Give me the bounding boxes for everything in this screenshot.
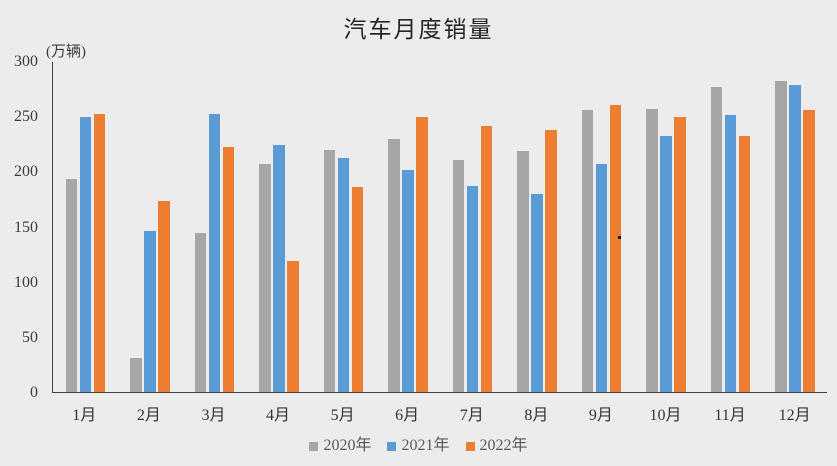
legend-item-2022年: 2022年 (465, 437, 528, 454)
bar-2020年-8月 (517, 151, 529, 392)
bar-group-8月 (505, 62, 570, 392)
y-tick-label-300: 300 (14, 53, 38, 70)
bar-2020年-7月 (452, 159, 464, 392)
bar-2021年-12月 (789, 85, 801, 392)
legend-item-2021年: 2021年 (387, 437, 450, 454)
bar-2021年-10月 (660, 135, 672, 392)
bar-group-9月 (569, 62, 634, 392)
x-tick-label-4月: 4月 (266, 407, 291, 424)
y-axis-unit-label: (万辆) (46, 44, 86, 60)
bar-group-5月 (311, 62, 376, 392)
bar-2022年-9月 (609, 104, 621, 392)
x-tick-label-5月: 5月 (330, 407, 355, 424)
bar-2021年-8月 (531, 194, 543, 392)
bar-2021年-5月 (337, 157, 349, 392)
x-tick-label-11月: 11月 (714, 407, 746, 424)
bar-2022年-7月 (480, 125, 492, 392)
bar-2021年-4月 (273, 144, 285, 392)
plot-area (52, 62, 827, 393)
bar-group-4月 (247, 62, 312, 392)
bar-2022年-11月 (738, 135, 750, 392)
bar-group-12月 (763, 62, 828, 392)
x-axis-tick-labels: 1月 2月 3月 4月 5月 6月 7月 8月 9月 10月 11月 12月 (52, 401, 827, 425)
y-axis-tick-labels: 0 50 100 150 200 250 300 (0, 54, 44, 401)
bar-2020年-1月 (65, 178, 77, 392)
bar-2020年-6月 (388, 139, 400, 392)
bar-group-11月 (698, 62, 763, 392)
bar-2022年-6月 (416, 117, 428, 392)
bar-2020年-9月 (581, 110, 593, 392)
bar-2022年-3月 (222, 146, 234, 392)
x-tick-label-2月: 2月 (136, 407, 161, 424)
bar-2020年-3月 (194, 232, 206, 392)
chart-title: 汽车月度销量 (343, 17, 494, 42)
legend-label-2021年: 2021年 (401, 437, 450, 454)
cursor-artifact-dot (618, 236, 621, 239)
y-tick-label-100: 100 (14, 273, 38, 291)
bar-group-1月 (53, 62, 118, 392)
bar-2021年-3月 (208, 113, 220, 392)
bar-2022年-12月 (803, 110, 815, 392)
bar-2022年-1月 (93, 113, 105, 392)
x-tick-label-9月: 9月 (588, 407, 613, 424)
bar-2020年-5月 (323, 150, 335, 392)
bar-2022年-2月 (158, 200, 170, 392)
x-tick-label-6月: 6月 (395, 407, 420, 424)
bar-2022年-8月 (545, 130, 557, 392)
x-tick-label-12月: 12月 (778, 407, 811, 424)
legend-swatch-2020年 (309, 441, 319, 451)
y-tick-label-200: 200 (14, 163, 38, 181)
bar-group-7月 (440, 62, 505, 392)
bar-2021年-2月 (144, 231, 156, 392)
y-tick-label-0: 0 (30, 384, 38, 401)
bar-2021年-1月 (79, 117, 91, 392)
bar-group-6月 (376, 62, 441, 392)
x-tick-label-8月: 8月 (524, 407, 549, 424)
legend-label-2020年: 2020年 (323, 437, 372, 454)
bar-group-10月 (634, 62, 699, 392)
bar-2021年-9月 (595, 164, 607, 392)
bar-2022年-5月 (351, 187, 363, 392)
bar-2021年-6月 (402, 169, 414, 392)
y-tick-label-150: 150 (14, 218, 38, 236)
x-tick-label-3月: 3月 (201, 407, 226, 424)
bar-2020年-11月 (710, 87, 722, 392)
bar-2022年-4月 (287, 261, 299, 392)
bar-2021年-7月 (466, 186, 478, 392)
bar-group-2月 (118, 62, 183, 392)
legend-label-2022年: 2022年 (479, 437, 528, 454)
bar-2020年-12月 (775, 80, 787, 392)
bar-2021年-11月 (724, 114, 736, 392)
bar-2020年-10月 (646, 109, 658, 392)
legend: 2020年 2021年 2022年 (0, 438, 837, 454)
x-tick-label-7月: 7月 (459, 407, 484, 424)
x-tick-label-10月: 10月 (649, 407, 682, 424)
x-tick-label-1月: 1月 (72, 407, 97, 424)
legend-item-2020年: 2020年 (309, 438, 371, 454)
y-tick-label-250: 250 (14, 108, 38, 126)
bar-group-3月 (182, 62, 247, 392)
legend-swatch-2021年 (387, 441, 397, 451)
bar-2020年-4月 (259, 164, 271, 392)
legend-swatch-2022年 (465, 441, 475, 451)
y-tick-label-50: 50 (22, 328, 38, 346)
bar-2022年-10月 (674, 117, 686, 392)
bar-2020年-2月 (130, 357, 142, 392)
